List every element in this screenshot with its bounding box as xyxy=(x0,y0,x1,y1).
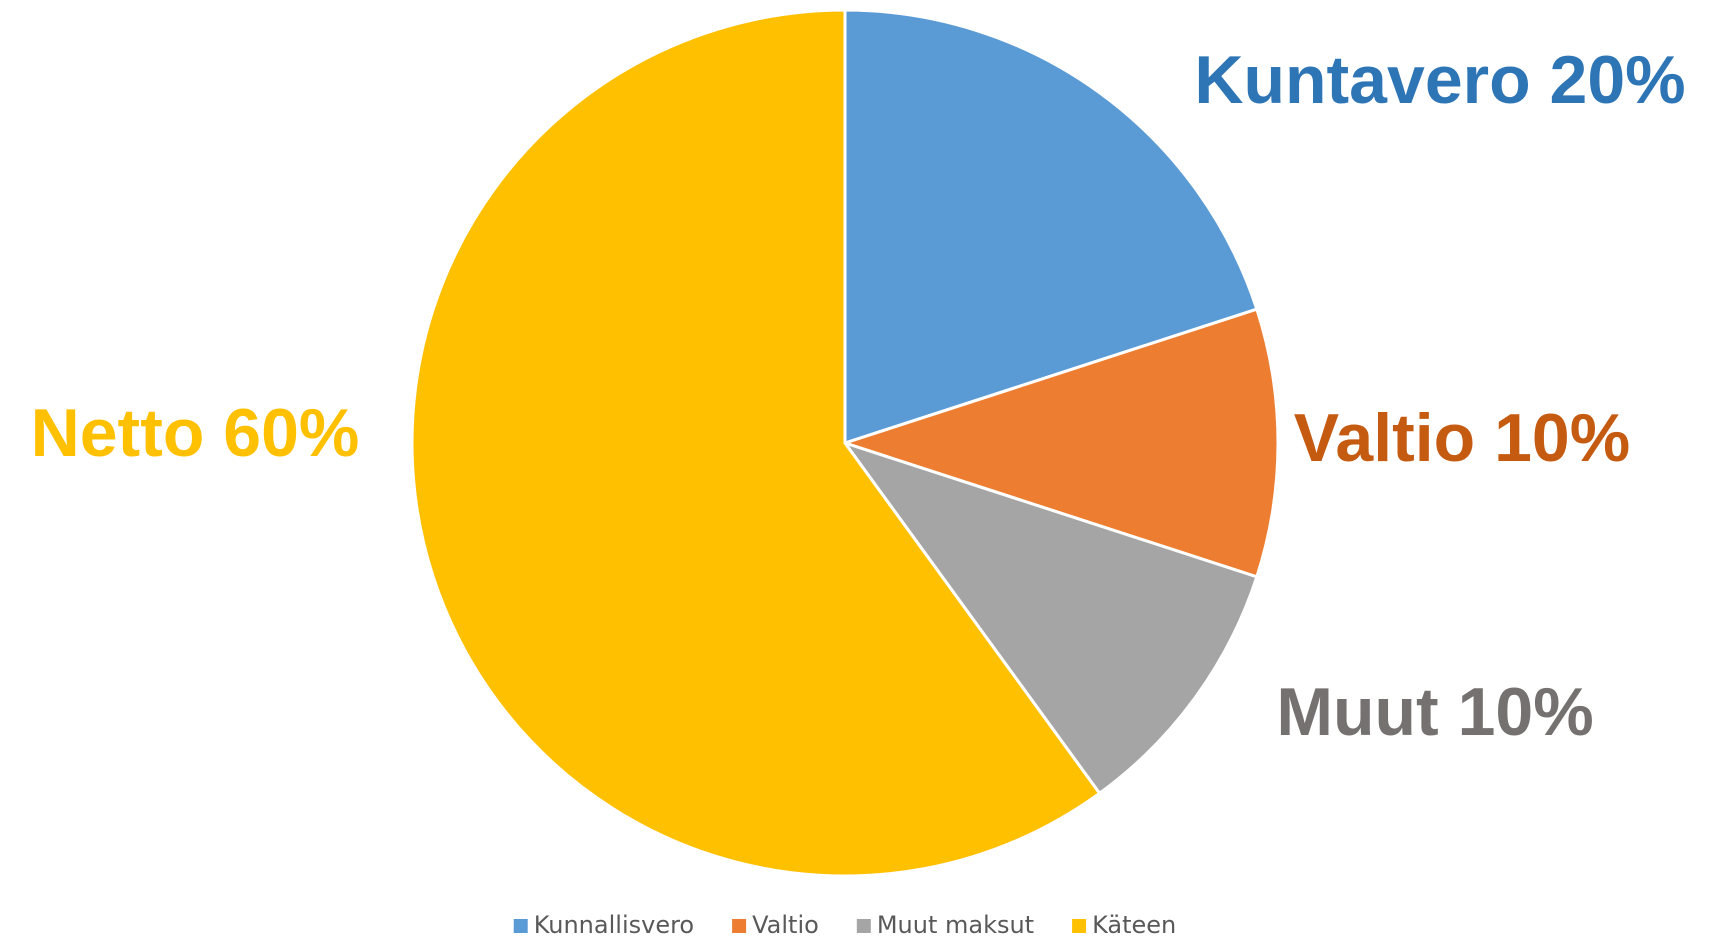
data-label: Muut 10% xyxy=(1276,674,1593,750)
data-label: Kuntavero 20% xyxy=(1194,42,1685,118)
pie-slice xyxy=(840,307,1280,579)
pie-slice xyxy=(410,8,1102,878)
legend-swatch xyxy=(1072,919,1087,933)
legend-swatch xyxy=(732,919,747,933)
pie-slice xyxy=(841,440,1259,796)
legend-label: Valtio xyxy=(752,911,819,939)
legend-label: Muut maksut xyxy=(877,911,1034,939)
legend-swatch xyxy=(513,919,528,933)
legend-label: Kunnallisvero xyxy=(534,911,694,939)
legend-swatch xyxy=(856,919,871,933)
data-label: Netto 60% xyxy=(31,395,360,471)
pie-slice xyxy=(843,8,1259,446)
data-label: Valtio 10% xyxy=(1294,400,1630,476)
legend-label: Käteen xyxy=(1092,911,1176,939)
